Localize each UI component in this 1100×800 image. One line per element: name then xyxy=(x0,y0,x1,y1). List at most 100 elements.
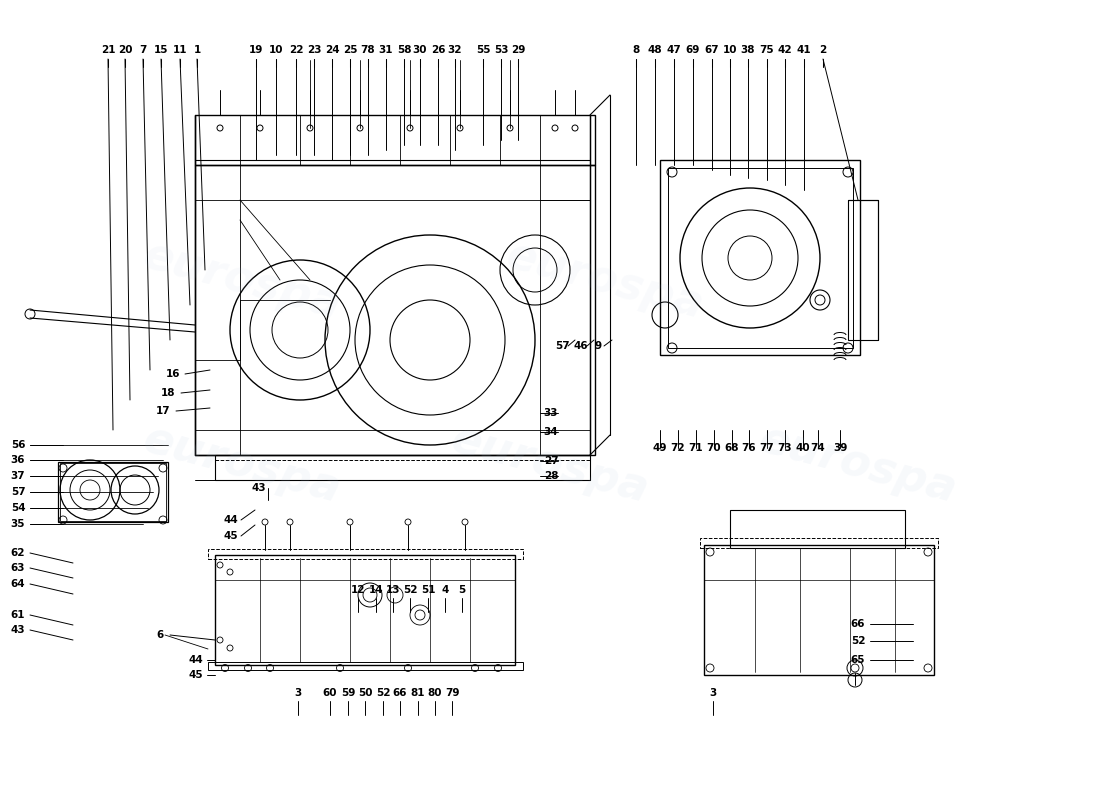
Text: 46: 46 xyxy=(574,341,589,351)
Text: 3: 3 xyxy=(295,688,301,698)
Text: 1: 1 xyxy=(194,45,200,55)
Text: 65: 65 xyxy=(850,655,866,665)
Text: 25: 25 xyxy=(343,45,358,55)
Text: 40: 40 xyxy=(795,443,811,453)
Text: eurospa: eurospa xyxy=(755,417,961,511)
Bar xyxy=(195,165,595,455)
Text: 45: 45 xyxy=(223,531,239,541)
Text: 2: 2 xyxy=(820,45,826,55)
Text: 31: 31 xyxy=(378,45,394,55)
Text: 52: 52 xyxy=(403,585,417,595)
Text: 15: 15 xyxy=(154,45,168,55)
Text: 57: 57 xyxy=(554,341,570,351)
Text: 4: 4 xyxy=(441,585,449,595)
Text: 44: 44 xyxy=(188,655,204,665)
Text: 76: 76 xyxy=(741,443,757,453)
Text: 7: 7 xyxy=(140,45,146,55)
Text: 79: 79 xyxy=(444,688,460,698)
Text: 17: 17 xyxy=(156,406,170,416)
Text: 13: 13 xyxy=(386,585,400,595)
Bar xyxy=(704,545,934,675)
Text: 71: 71 xyxy=(689,443,703,453)
Bar xyxy=(214,455,590,460)
Text: 38: 38 xyxy=(740,45,756,55)
Text: 27: 27 xyxy=(543,456,559,466)
Text: 51: 51 xyxy=(420,585,436,595)
Text: 70: 70 xyxy=(706,443,722,453)
Text: 53: 53 xyxy=(494,45,508,55)
Text: 16: 16 xyxy=(166,369,180,379)
Text: 68: 68 xyxy=(725,443,739,453)
Bar xyxy=(60,463,166,521)
Text: 10: 10 xyxy=(268,45,284,55)
Bar xyxy=(660,160,860,355)
Text: 74: 74 xyxy=(811,443,825,453)
Text: 62: 62 xyxy=(11,548,25,558)
Text: eurospa: eurospa xyxy=(139,417,345,511)
Text: 18: 18 xyxy=(161,388,175,398)
Text: 52: 52 xyxy=(376,688,390,698)
Text: 78: 78 xyxy=(361,45,375,55)
Text: 54: 54 xyxy=(11,503,25,513)
Bar xyxy=(214,555,515,665)
Text: 11: 11 xyxy=(173,45,187,55)
Text: 66: 66 xyxy=(850,619,866,629)
Text: 58: 58 xyxy=(397,45,411,55)
Text: eurospa: eurospa xyxy=(139,233,345,327)
Text: 33: 33 xyxy=(543,408,558,418)
Text: eurospa: eurospa xyxy=(447,417,653,511)
Text: 41: 41 xyxy=(796,45,812,55)
Text: 42: 42 xyxy=(778,45,792,55)
Text: 9: 9 xyxy=(594,341,602,351)
Text: 28: 28 xyxy=(543,471,558,481)
Text: 47: 47 xyxy=(667,45,681,55)
Text: 63: 63 xyxy=(11,563,25,573)
Text: 37: 37 xyxy=(11,471,25,481)
Text: 66: 66 xyxy=(393,688,407,698)
Text: 3: 3 xyxy=(710,688,716,698)
Bar xyxy=(214,455,590,480)
Text: 12: 12 xyxy=(351,585,365,595)
Text: 5: 5 xyxy=(459,585,465,595)
Bar xyxy=(208,549,522,559)
Text: 43: 43 xyxy=(11,625,25,635)
Bar xyxy=(848,200,878,340)
Text: 34: 34 xyxy=(543,427,559,437)
Text: 32: 32 xyxy=(448,45,462,55)
Bar xyxy=(58,462,168,522)
Text: 52: 52 xyxy=(850,636,866,646)
Bar xyxy=(730,510,905,548)
Text: 35: 35 xyxy=(11,519,25,529)
Text: 24: 24 xyxy=(324,45,339,55)
Text: 21: 21 xyxy=(101,45,116,55)
Text: 6: 6 xyxy=(156,630,164,640)
Text: 81: 81 xyxy=(410,688,426,698)
Bar xyxy=(208,662,522,670)
Text: 60: 60 xyxy=(322,688,338,698)
Text: 20: 20 xyxy=(118,45,132,55)
Text: 49: 49 xyxy=(652,443,668,453)
Text: 61: 61 xyxy=(11,610,25,620)
Text: 30: 30 xyxy=(412,45,427,55)
Text: 50: 50 xyxy=(358,688,372,698)
Text: 19: 19 xyxy=(249,45,263,55)
Text: 45: 45 xyxy=(189,670,204,680)
Text: 67: 67 xyxy=(705,45,719,55)
Text: 14: 14 xyxy=(368,585,383,595)
Text: 8: 8 xyxy=(632,45,639,55)
Text: 26: 26 xyxy=(431,45,446,55)
Text: 22: 22 xyxy=(288,45,304,55)
Bar xyxy=(195,115,595,165)
Text: 64: 64 xyxy=(11,579,25,589)
Text: 75: 75 xyxy=(760,45,774,55)
Text: 55: 55 xyxy=(475,45,491,55)
Text: 29: 29 xyxy=(510,45,525,55)
Text: 56: 56 xyxy=(11,440,25,450)
Text: 59: 59 xyxy=(341,688,355,698)
Text: 69: 69 xyxy=(685,45,701,55)
Text: 48: 48 xyxy=(648,45,662,55)
Text: 36: 36 xyxy=(11,455,25,465)
Text: 77: 77 xyxy=(760,443,774,453)
Text: 44: 44 xyxy=(223,515,239,525)
Text: 23: 23 xyxy=(307,45,321,55)
